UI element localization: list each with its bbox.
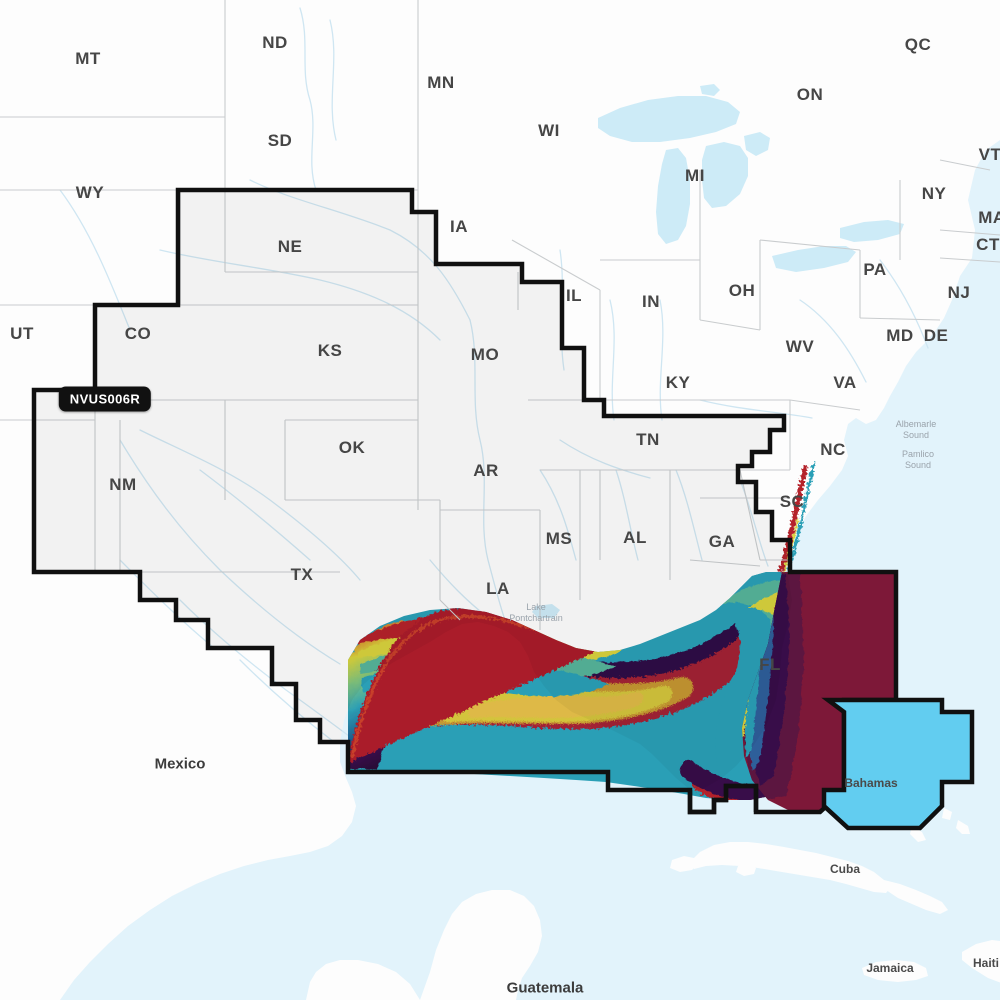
coverage-code-badge[interactable]: NVUS006R xyxy=(58,386,152,412)
lake-erie xyxy=(772,246,856,272)
georgian-bay xyxy=(744,132,770,156)
coverage-polygon-main[interactable] xyxy=(34,190,896,812)
lake-huron xyxy=(702,142,748,208)
baja-california xyxy=(6,690,74,836)
coverage-outline-keys[interactable] xyxy=(687,783,759,815)
yucatan-peninsula xyxy=(420,890,542,1000)
lake-superior xyxy=(598,96,740,142)
cuba-east-end xyxy=(884,880,948,914)
lake-ontario xyxy=(840,220,904,242)
cuba-island xyxy=(690,842,890,893)
river-lines xyxy=(59,7,929,751)
jamaica-island xyxy=(862,960,928,982)
lake-pontchartrain-water xyxy=(532,604,560,618)
coverage-outline-main[interactable] xyxy=(31,187,899,815)
lake-michigan xyxy=(656,148,690,244)
isla-juventud xyxy=(736,864,756,876)
hispaniola-island xyxy=(962,940,1000,983)
cuba-west-tip xyxy=(670,856,698,872)
coverage-polygon-bahamas[interactable] xyxy=(821,697,975,831)
lake-nipigon xyxy=(700,84,720,96)
central-america-land xyxy=(306,960,420,1000)
